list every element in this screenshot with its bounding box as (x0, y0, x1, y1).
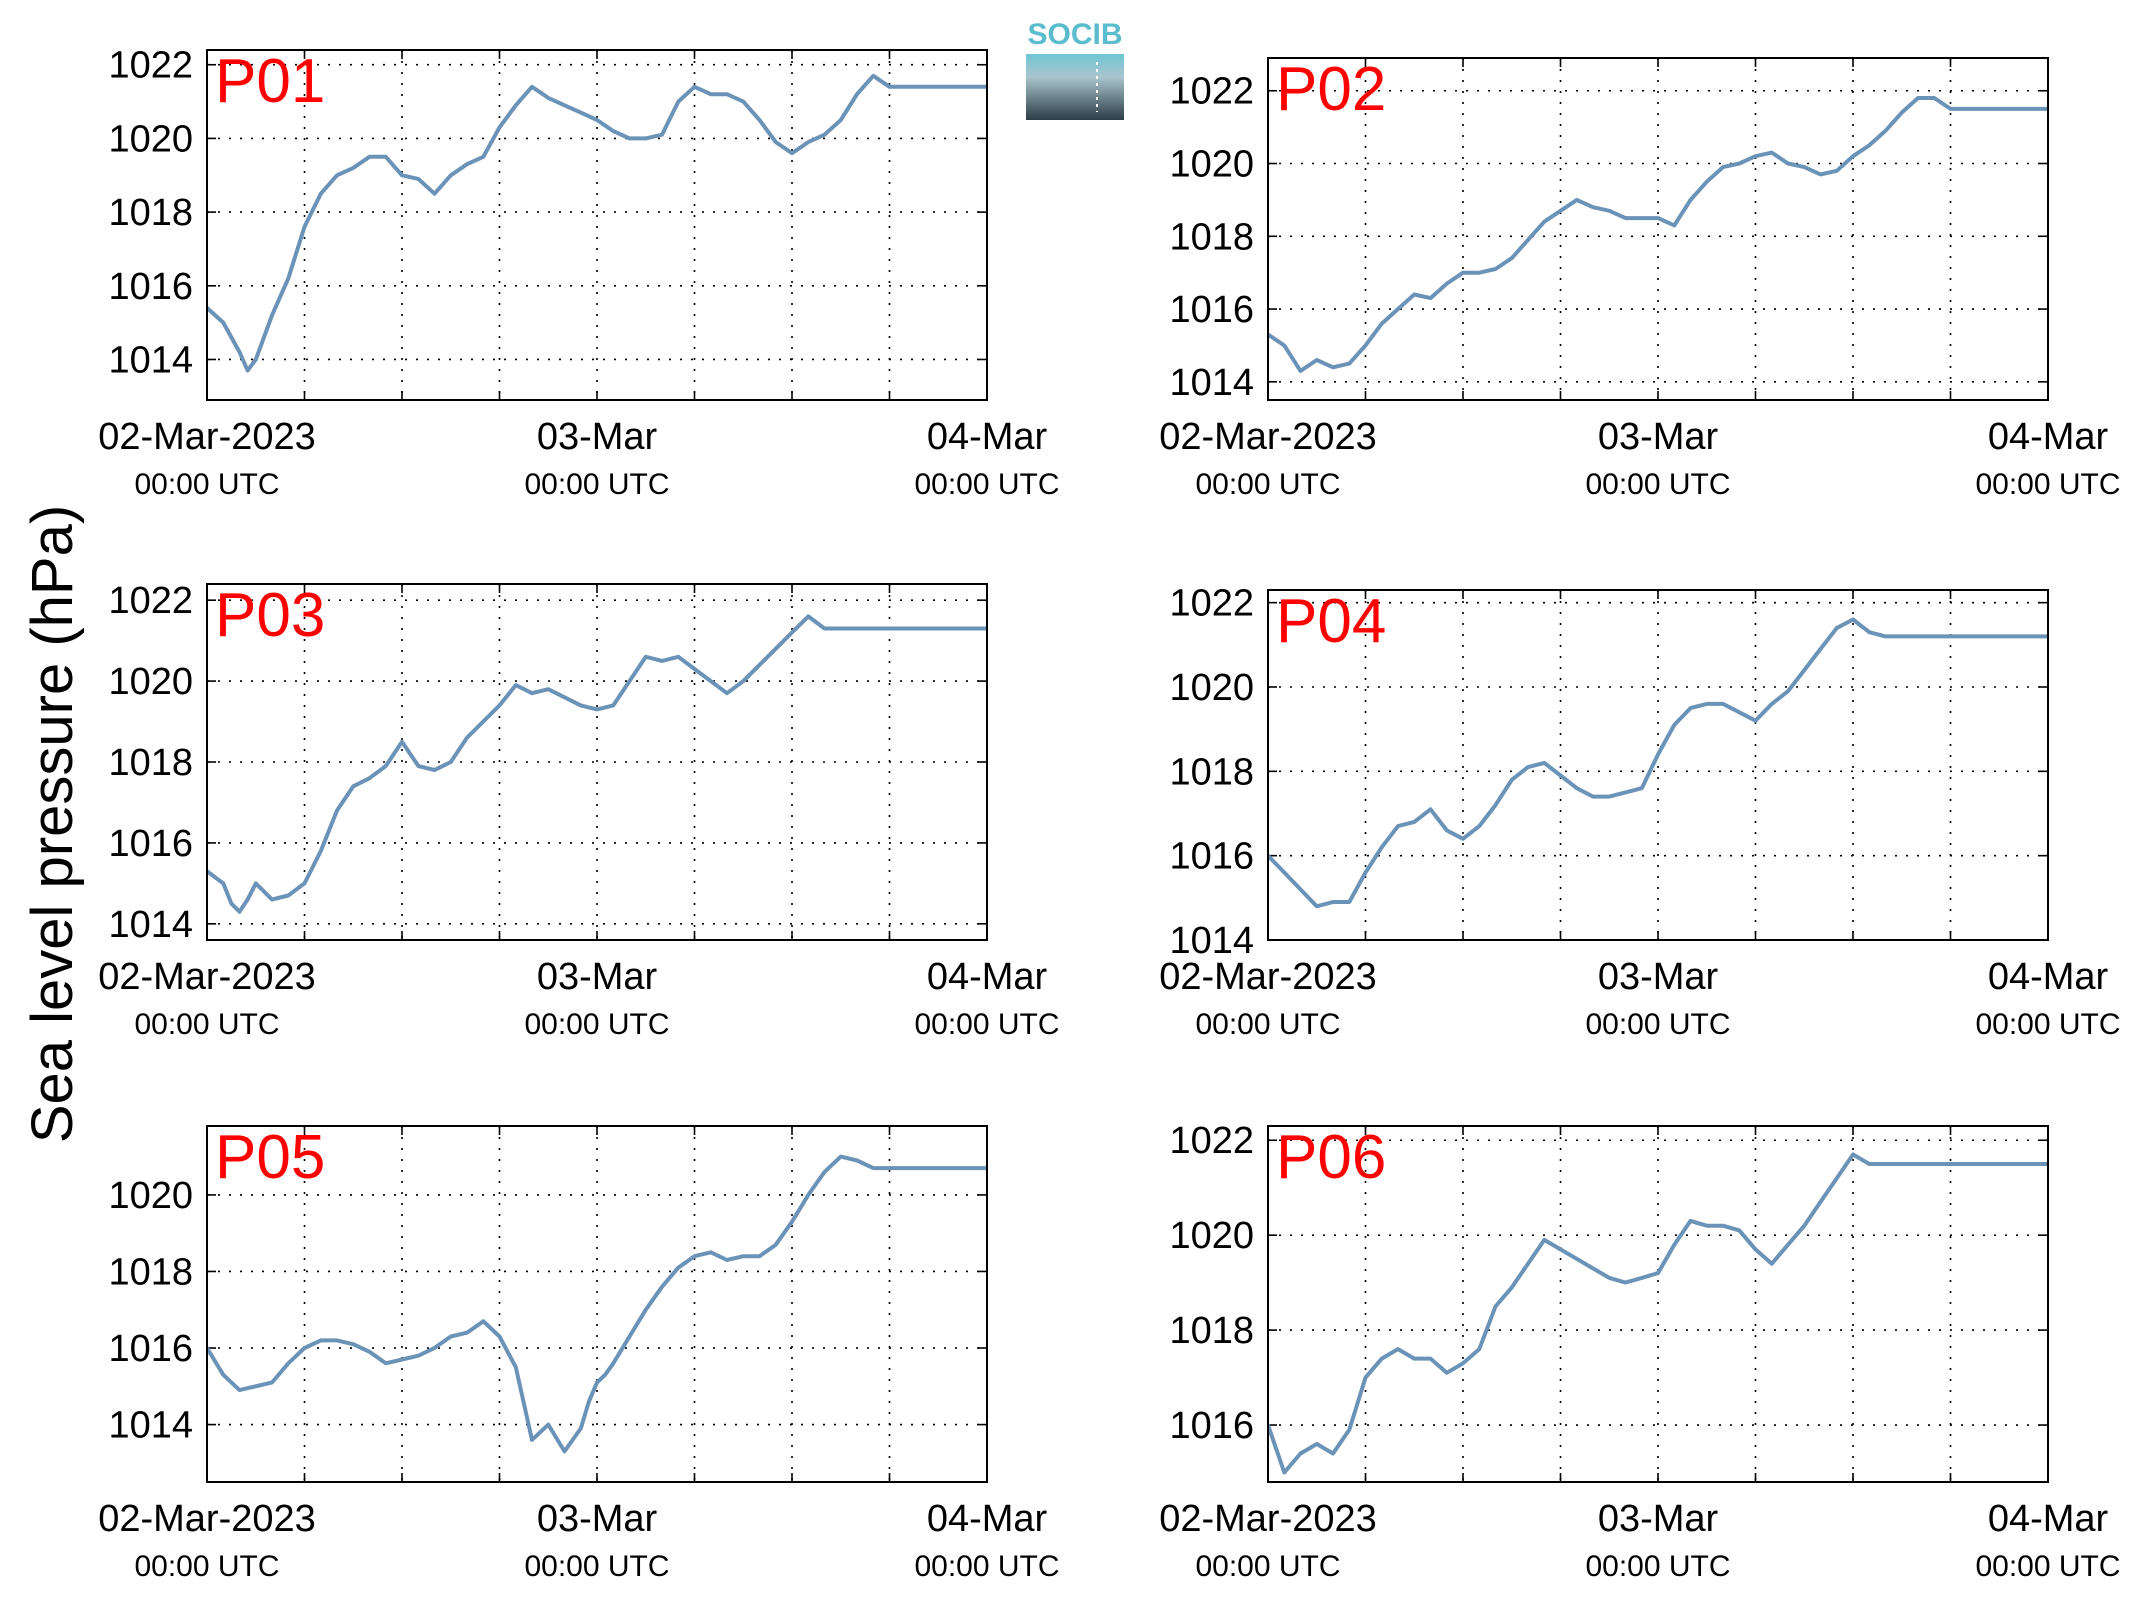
axes-frame (206, 583, 988, 941)
panel-label: P05 (215, 1123, 325, 1192)
axes-frame (1267, 1125, 2049, 1483)
x-tick-label: 03-Mar (537, 416, 658, 458)
x-tick-sublabel: 00:00 UTC (524, 468, 669, 501)
x-tick-sublabel: 00:00 UTC (1585, 468, 1730, 501)
x-tick-label: 02-Mar-2023 (98, 1498, 316, 1540)
x-tick-sublabel: 00:00 UTC (1195, 468, 1340, 501)
panel-label: P06 (1276, 1123, 1386, 1192)
x-tick-sublabel: 00:00 UTC (1975, 1550, 2120, 1583)
socib-logo: SOCIB (1026, 18, 1124, 120)
x-tick-label: 02-Mar-2023 (98, 956, 316, 998)
y-tick-label: 1020 (1169, 667, 1254, 709)
y-tick-label: 1016 (1169, 836, 1254, 878)
x-tick-sublabel: 00:00 UTC (914, 468, 1059, 501)
panel-label: P01 (215, 47, 325, 116)
series-line-p04 (1268, 617, 2048, 909)
logo-block (1026, 54, 1124, 120)
y-tick-label: 1014 (108, 1405, 193, 1447)
panel-label: P02 (1276, 55, 1386, 124)
axes-frame (1267, 589, 2049, 941)
x-tick-sublabel: 00:00 UTC (914, 1550, 1059, 1583)
y-tick-label: 1020 (108, 118, 193, 160)
panels: 1014 1016 1018 1020 1022 02-Mar-2023 00:00 UTC… (98, 45, 2120, 1583)
x-tick-label: 04-Mar (927, 1498, 1048, 1540)
x-tick-label: 04-Mar (1988, 956, 2109, 998)
y-tick-label: 1016 (108, 823, 193, 865)
x-tick-label: 03-Mar (1598, 416, 1719, 458)
x-tick-sublabel: 00:00 UTC (1195, 1008, 1340, 1041)
series-line-p03 (207, 614, 987, 914)
x-tick-label: 03-Mar (1598, 956, 1719, 998)
panel-p04: 1014 1016 1018 1020 1022 02-Mar-2023 00:00 UTC… (1159, 583, 2120, 1041)
y-tick-label: 1018 (108, 192, 193, 234)
x-tick-label: 02-Mar-2023 (1159, 956, 1377, 998)
y-tick-label: 1018 (108, 1251, 193, 1293)
logo-text: SOCIB (1027, 18, 1122, 51)
x-tick-label: 04-Mar (1988, 1498, 2109, 1540)
axes-frame (1267, 57, 2049, 401)
x-tick-sublabel: 00:00 UTC (914, 1008, 1059, 1041)
x-tick-sublabel: 00:00 UTC (524, 1550, 669, 1583)
x-tick-label: 03-Mar (537, 956, 658, 998)
y-tick-label: 1018 (108, 742, 193, 784)
y-tick-label: 1022 (108, 45, 193, 87)
y-tick-label: 1018 (1169, 1310, 1254, 1352)
x-tick-label: 03-Mar (537, 1498, 658, 1540)
series-line-p05 (207, 1154, 987, 1454)
series-line-p02 (1268, 96, 2048, 373)
x-tick-label: 02-Mar-2023 (1159, 1498, 1377, 1540)
y-tick-label: 1014 (1169, 920, 1254, 962)
x-tick-sublabel: 00:00 UTC (1585, 1008, 1730, 1041)
y-tick-label: 1022 (1169, 1120, 1254, 1162)
series-line-p01 (207, 73, 987, 373)
panel-p01: 1014 1016 1018 1020 1022 02-Mar-2023 00:00 UTC… (98, 45, 1059, 501)
x-tick-sublabel: 00:00 UTC (524, 1008, 669, 1041)
y-tick-label: 1016 (1169, 1405, 1254, 1447)
y-tick-label: 1018 (1169, 751, 1254, 793)
x-tick-sublabel: 00:00 UTC (1975, 468, 2120, 501)
y-tick-label: 1022 (1169, 583, 1254, 625)
y-tick-label: 1022 (1169, 71, 1254, 113)
y-tick-label: 1014 (108, 339, 193, 381)
y-tick-label: 1020 (108, 1175, 193, 1217)
y-tick-label: 1020 (108, 661, 193, 703)
y-tick-label: 1016 (1169, 289, 1254, 331)
y-tick-label: 1014 (1169, 362, 1254, 404)
x-tick-label: 02-Mar-2023 (1159, 416, 1377, 458)
x-tick-sublabel: 00:00 UTC (1975, 1008, 2120, 1041)
x-tick-label: 02-Mar-2023 (98, 416, 316, 458)
series-line-p06 (1268, 1152, 2048, 1475)
y-tick-label: 1020 (1169, 1215, 1254, 1257)
x-tick-sublabel: 00:00 UTC (134, 468, 279, 501)
y-tick-label: 1020 (1169, 144, 1254, 186)
panel-p03: 1014 1016 1018 1020 1022 02-Mar-2023 00:00 UTC… (98, 580, 1059, 1041)
x-tick-sublabel: 00:00 UTC (1195, 1550, 1340, 1583)
axes-frame (206, 1125, 988, 1483)
x-tick-sublabel: 00:00 UTC (134, 1550, 279, 1583)
x-tick-label: 03-Mar (1598, 1498, 1719, 1540)
x-tick-label: 04-Mar (927, 956, 1048, 998)
y-axis-label: Sea level pressure (hPa) (20, 505, 85, 1143)
x-tick-label: 04-Mar (1988, 416, 2109, 458)
panel-label: P04 (1276, 587, 1386, 656)
x-tick-sublabel: 00:00 UTC (1585, 1550, 1730, 1583)
x-tick-label: 04-Mar (927, 416, 1048, 458)
panel-p06: 1016 1018 1020 1022 02-Mar-2023 00:00 UTC 03-M… (1159, 1120, 2120, 1583)
axes-frame (206, 49, 988, 401)
y-tick-label: 1022 (108, 580, 193, 622)
y-tick-label: 1018 (1169, 216, 1254, 258)
panel-p05: 1014 1016 1018 1020 02-Mar-2023 00:00 UTC 03-M… (98, 1123, 1059, 1583)
x-tick-sublabel: 00:00 UTC (134, 1008, 279, 1041)
y-tick-label: 1016 (108, 1328, 193, 1370)
panel-p02: 1014 1016 1018 1020 1022 02-Mar-2023 00:00 UTC… (1159, 55, 2120, 501)
y-tick-label: 1014 (108, 904, 193, 946)
y-tick-label: 1016 (108, 266, 193, 308)
panel-label: P03 (215, 581, 325, 650)
